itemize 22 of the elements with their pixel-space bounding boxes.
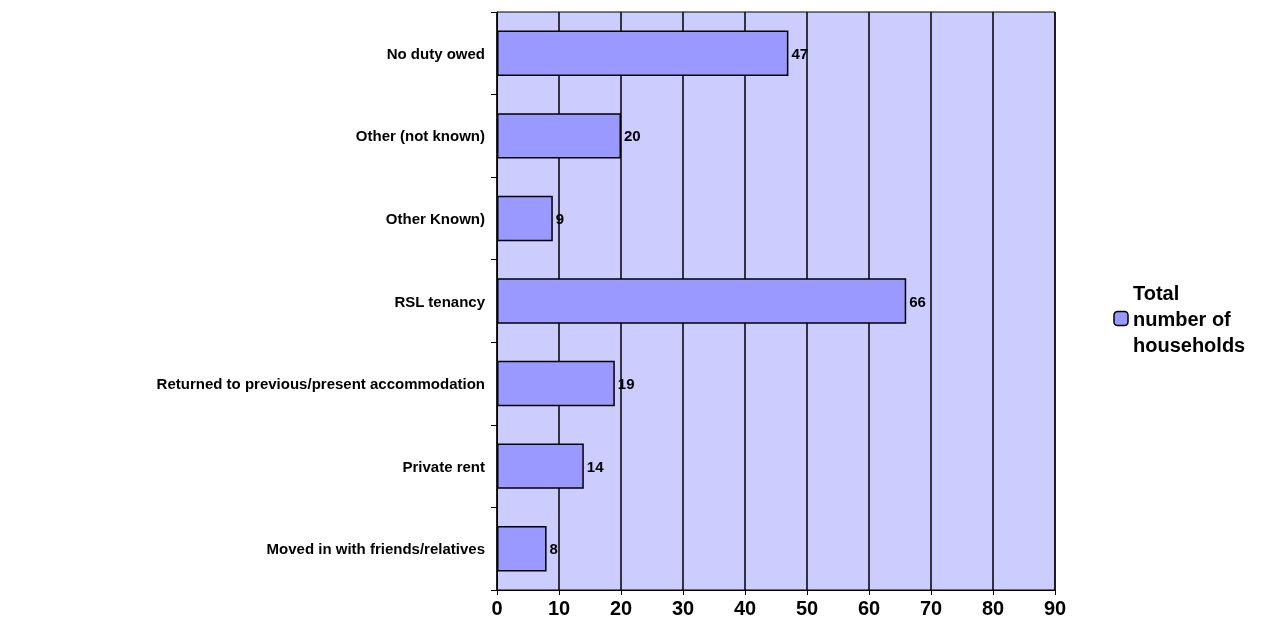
y-tick-label: RSL tenancy (394, 292, 486, 310)
x-tick-label: 40 (733, 597, 757, 619)
data-label: 20 (624, 127, 641, 145)
x-tick-label: 10 (547, 597, 571, 619)
x-tick-label: 0 (491, 597, 503, 619)
y-tick-label: No duty owed (386, 44, 485, 62)
legend-label: Total number of households (1133, 281, 1246, 356)
y-tick-label: Returned to previous/present accommodation (156, 375, 485, 393)
data-label: 8 (549, 540, 558, 558)
x-tick-label: 50 (795, 597, 819, 619)
x-tick-label: 70 (919, 597, 943, 619)
x-tick-label: 80 (981, 597, 1005, 619)
y-tick-label: Other (not known) (355, 127, 485, 145)
y-tick-label: Private rent (402, 457, 485, 475)
data-label: 14 (586, 457, 605, 475)
data-label: 66 (909, 292, 926, 310)
x-tick-label: 20 (609, 597, 633, 619)
x-tick-label: 90 (1043, 597, 1067, 619)
y-tick-label: Moved in with friends/relatives (266, 540, 485, 558)
y-tick-label: Other Known) (385, 209, 485, 227)
x-tick-label: 30 (671, 597, 695, 619)
x-tick-label: 60 (857, 597, 881, 619)
